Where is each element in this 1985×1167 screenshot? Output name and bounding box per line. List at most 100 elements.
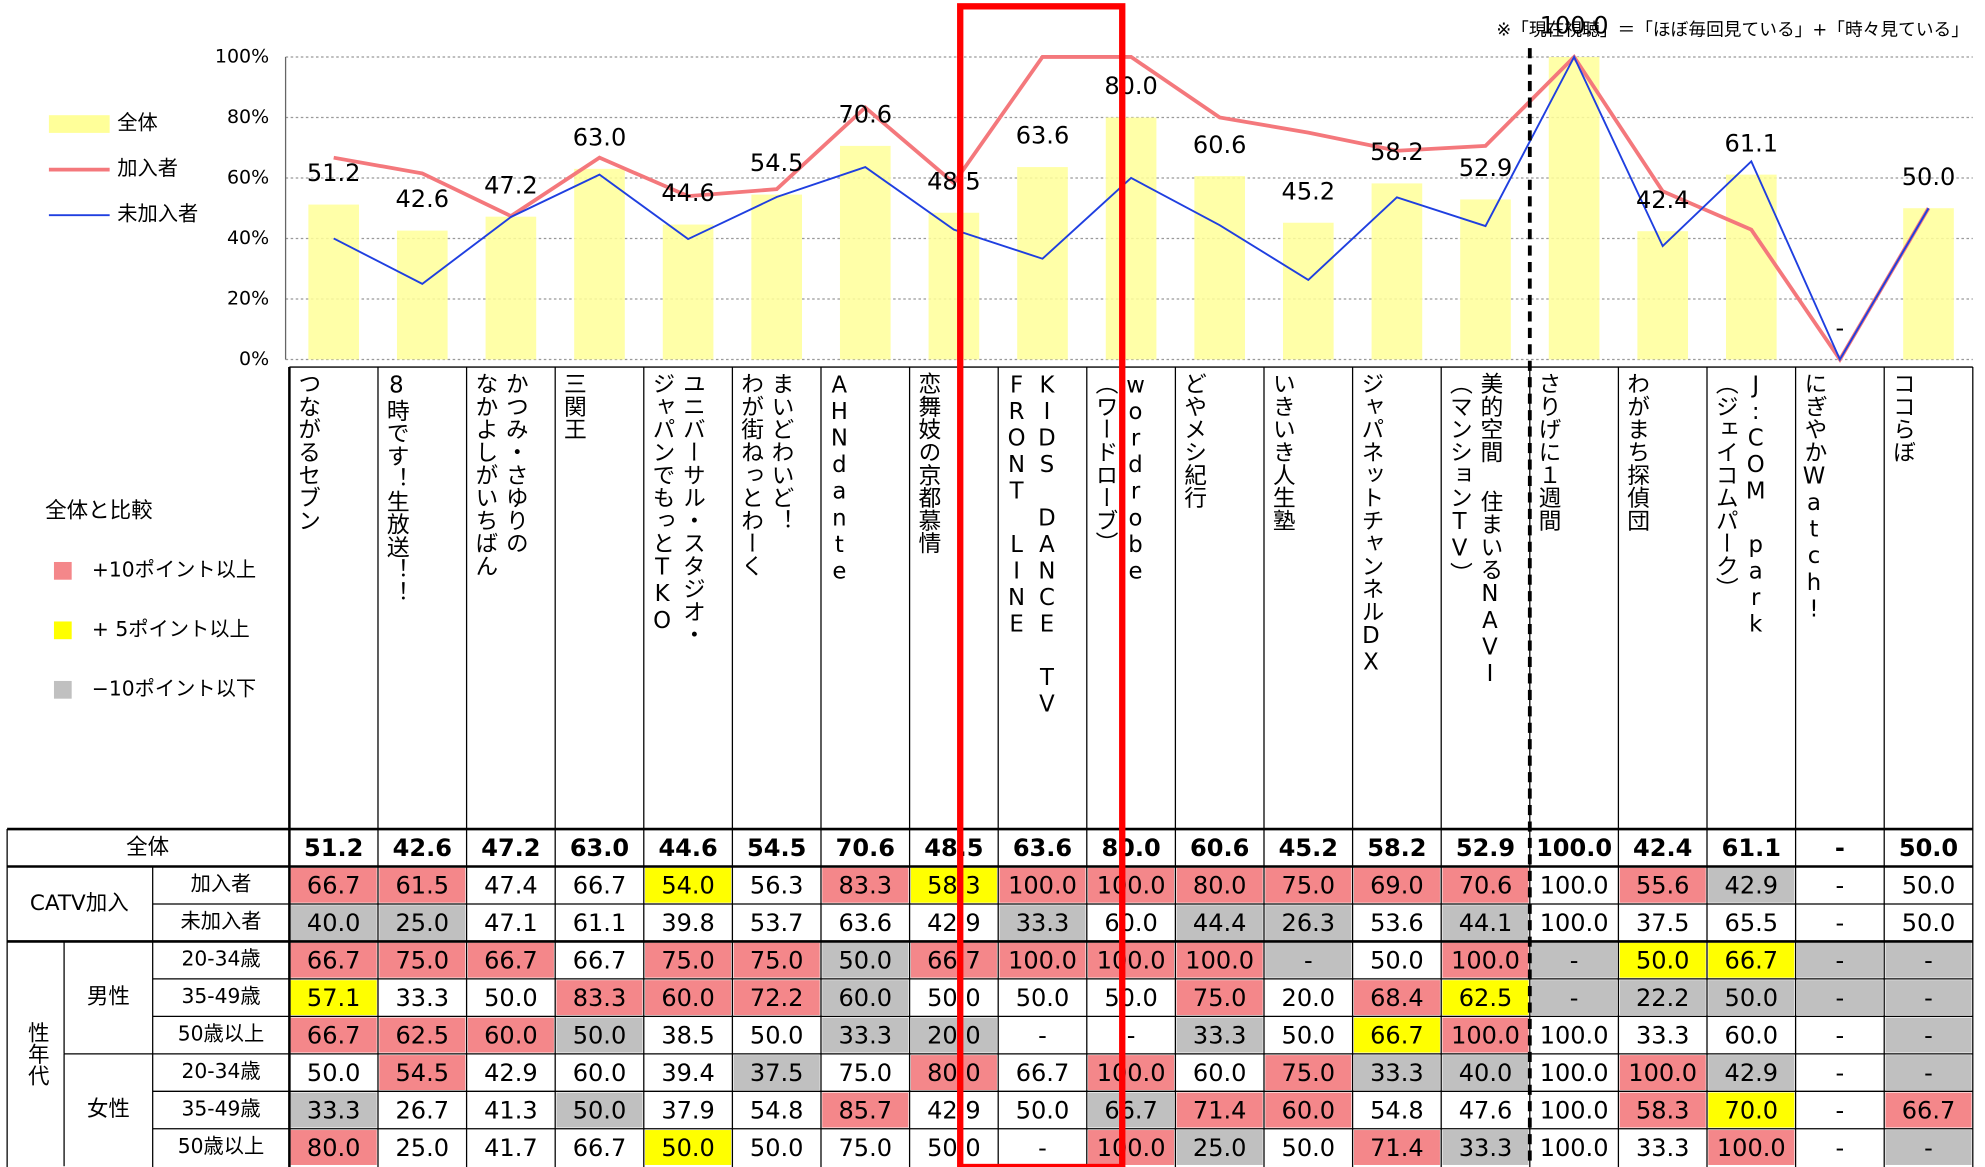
cell: 60.0 xyxy=(573,1059,627,1087)
row-label: 50歳以上 xyxy=(178,1022,265,1046)
cell: 42.9 xyxy=(927,1096,981,1124)
cell: 71.4 xyxy=(1370,1134,1424,1162)
cell: - xyxy=(1836,872,1845,900)
cell: 66.7 xyxy=(1370,1021,1424,1049)
cell: 33.3 xyxy=(1636,1134,1690,1162)
column-label-box: ジャパネットチャンネルDX xyxy=(1355,372,1385,828)
cell: 75.0 xyxy=(396,946,450,974)
cell: 61.1 xyxy=(1722,834,1781,862)
cell: 100.0 xyxy=(1536,834,1612,862)
bar-value-label: - xyxy=(1836,314,1845,342)
cell: 60.0 xyxy=(839,984,893,1012)
cell: 54.0 xyxy=(661,872,715,900)
column-label: わがまち探偵団 xyxy=(1621,372,1705,828)
cell: 54.8 xyxy=(1370,1096,1424,1124)
cell: 44.4 xyxy=(1193,909,1247,937)
column-label-line: J:COM park xyxy=(1740,372,1770,828)
legend-label: 未加入者 xyxy=(117,202,198,226)
cell: 44.6 xyxy=(658,834,717,862)
y-tick-label: 0% xyxy=(239,348,269,370)
bar xyxy=(1106,117,1157,359)
bar xyxy=(1194,176,1245,359)
cell: 42.4 xyxy=(1633,834,1692,862)
cell: 22.2 xyxy=(1636,984,1690,1012)
legend-label: 全体 xyxy=(117,111,158,135)
cell: 75.0 xyxy=(839,1134,893,1162)
cell: 68.4 xyxy=(1370,984,1424,1012)
bar xyxy=(1549,57,1600,360)
bar-value-label: 63.6 xyxy=(1016,122,1070,150)
cell: 47.1 xyxy=(484,909,538,937)
cell: 66.7 xyxy=(1016,1059,1070,1087)
column-label-line: わがまち探偵団 xyxy=(1621,372,1651,828)
cell: 50.0 xyxy=(927,1134,981,1162)
cell: 100.0 xyxy=(1097,946,1166,974)
column-label-line: ジャパネットチャンネルDX xyxy=(1355,372,1385,828)
cell: 58.3 xyxy=(927,872,981,900)
y-tick-label: 20% xyxy=(227,287,269,309)
cell: 50.0 xyxy=(750,1021,804,1049)
cell: 100.0 xyxy=(1540,1059,1609,1087)
column-label-box: わがまち探偵団 xyxy=(1621,372,1651,828)
cell: 50.0 xyxy=(573,1096,627,1124)
cell: 70.6 xyxy=(1459,872,1513,900)
legend-label: 加入者 xyxy=(117,156,178,180)
column-label-line: いきいき人生塾 xyxy=(1267,372,1297,828)
cell: 61.5 xyxy=(396,872,450,900)
cell: 50.0 xyxy=(573,1021,627,1049)
cell: - xyxy=(1836,1134,1845,1162)
bar-value-label: 47.2 xyxy=(484,171,538,199)
y-tick-label: 60% xyxy=(227,166,269,188)
cell: 54.8 xyxy=(750,1096,804,1124)
cell: 100.0 xyxy=(1097,1059,1166,1087)
column-label-box: どやメシ紀行 xyxy=(1178,372,1208,828)
bar xyxy=(397,231,448,360)
cell: 38.5 xyxy=(661,1021,715,1049)
cell: 39.8 xyxy=(661,909,715,937)
cell: - xyxy=(1038,1134,1047,1162)
comparison-swatch xyxy=(54,681,72,699)
cell: 47.4 xyxy=(484,872,538,900)
cell: 50.0 xyxy=(1282,1134,1336,1162)
comparison-legend-title: 全体と比較 xyxy=(45,498,153,523)
bar xyxy=(1637,231,1688,359)
comparison-label: −10ポイント以下 xyxy=(92,676,256,700)
cell: 100.0 xyxy=(1540,1134,1609,1162)
cell: 58.2 xyxy=(1367,834,1426,862)
column-label-line: にぎやかWatch! xyxy=(1798,372,1828,828)
bar xyxy=(486,217,537,360)
subgroup-label: 女性 xyxy=(87,1097,130,1122)
cell: 60.0 xyxy=(1193,1059,1247,1087)
cell: 50.0 xyxy=(1016,984,1070,1012)
column-label-line: AHNdante xyxy=(824,372,854,828)
column-label-box: まいどわいど！わが街ねっとわーく xyxy=(735,372,796,828)
column-label-line: 三関王 xyxy=(558,372,588,828)
bar-value-label: 42.6 xyxy=(396,185,450,213)
cell: 42.9 xyxy=(1725,1059,1779,1087)
cell: 33.3 xyxy=(1636,1021,1690,1049)
cell: 50.0 xyxy=(1902,909,1956,937)
cell: 75.0 xyxy=(1193,984,1247,1012)
cell: - xyxy=(1836,1096,1845,1124)
cell: - xyxy=(1836,1059,1845,1087)
column-label: AHNdante xyxy=(824,372,908,828)
cell: 47.6 xyxy=(1459,1096,1513,1124)
bar xyxy=(1903,208,1954,359)
row-label: 20-34歳 xyxy=(181,1059,260,1083)
cell: 39.4 xyxy=(661,1059,715,1087)
cell: - xyxy=(1924,1021,1933,1049)
column-label: 恋舞妓の京都慕情 xyxy=(912,372,996,828)
column-label: いきいき人生塾 xyxy=(1267,372,1351,828)
row-label: 未加入者 xyxy=(181,909,262,933)
row-label: 全体 xyxy=(126,835,169,860)
cell: 60.0 xyxy=(1725,1021,1779,1049)
cell: 33.3 xyxy=(307,1096,361,1124)
cell: - xyxy=(1127,1021,1136,1049)
cell: 100.0 xyxy=(1451,946,1520,974)
cell: - xyxy=(1924,984,1933,1012)
cell: 33.3 xyxy=(1370,1059,1424,1087)
bar xyxy=(751,195,802,360)
column-label-line: （マンションTV） xyxy=(1444,372,1474,828)
bar xyxy=(1460,199,1511,359)
